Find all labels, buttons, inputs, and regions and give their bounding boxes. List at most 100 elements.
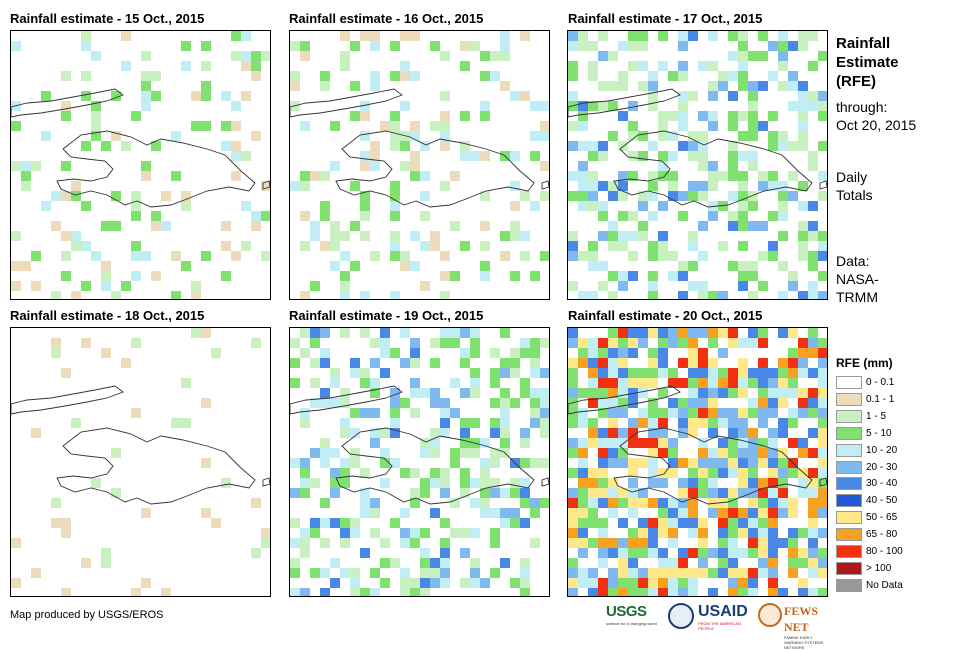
rainfall-cell xyxy=(728,568,738,578)
rainfall-cell xyxy=(628,31,638,41)
rainfall-cell xyxy=(748,261,758,271)
legend-swatch xyxy=(836,443,862,457)
rainfall-cell xyxy=(608,428,618,438)
rainfall-cell xyxy=(430,558,440,568)
rainfall-cell xyxy=(470,151,480,161)
rainfall-cell xyxy=(798,348,808,358)
rainfall-cell xyxy=(540,418,549,428)
rainfall-cell xyxy=(310,171,320,181)
rainfall-cell xyxy=(340,428,350,438)
rainfall-cell xyxy=(480,111,490,121)
rainfall-cell xyxy=(798,588,808,596)
rainfall-cell xyxy=(758,378,768,388)
rainfall-map-17oct xyxy=(567,30,828,300)
rainfall-cell xyxy=(568,378,578,388)
rainfall-cell xyxy=(708,408,718,418)
rainfall-cell xyxy=(350,528,360,538)
rainfall-cell xyxy=(628,131,638,141)
rainfall-cell xyxy=(420,281,430,291)
rainfall-cell xyxy=(818,251,827,261)
rainfall-cell xyxy=(588,388,598,398)
rainfall-cell xyxy=(320,201,330,211)
rainfall-cell xyxy=(588,588,598,596)
rainfall-cell xyxy=(778,418,788,428)
rainfall-cell xyxy=(698,348,708,358)
rainfall-cell xyxy=(520,388,530,398)
rainfall-cell xyxy=(440,291,450,299)
rainfall-cell xyxy=(738,281,748,291)
rainfall-cell xyxy=(608,578,618,588)
legend-label: 40 - 50 xyxy=(866,495,898,507)
rainfall-cell xyxy=(410,348,420,358)
rainfall-cell xyxy=(738,261,748,271)
rainfall-cell xyxy=(101,348,111,358)
rainfall-cell xyxy=(578,538,588,548)
rainfall-cell xyxy=(628,121,638,131)
rainfall-cell xyxy=(568,141,578,151)
rainfall-cell xyxy=(500,418,510,428)
rainfall-cell xyxy=(708,338,718,348)
rainfall-cell xyxy=(568,388,578,398)
rainfall-cell xyxy=(778,538,788,548)
rainfall-cell xyxy=(510,488,520,498)
rainfall-cell xyxy=(320,81,330,91)
rainfall-cell xyxy=(390,191,400,201)
rainfall-cell xyxy=(768,171,778,181)
rainfall-cell xyxy=(638,81,648,91)
rainfall-cell xyxy=(290,81,300,91)
rainfall-cell xyxy=(748,131,758,141)
legend-swatch xyxy=(836,545,862,558)
rainfall-cell xyxy=(688,151,698,161)
rainfall-cell xyxy=(808,448,818,458)
rainfall-cell xyxy=(251,548,261,558)
rainfall-cell xyxy=(360,498,370,508)
rainfall-cell xyxy=(688,348,698,358)
rainfall-cell xyxy=(370,338,380,348)
rainfall-cell xyxy=(320,498,330,508)
rainfall-cell xyxy=(598,498,608,508)
rainfall-cell xyxy=(748,338,758,348)
rainfall-cell xyxy=(350,181,360,191)
rainfall-cell xyxy=(718,568,728,578)
rainfall-cell xyxy=(728,51,738,61)
rainfall-cell xyxy=(141,161,151,171)
rainfall-cell xyxy=(628,328,638,338)
rainfall-cell xyxy=(330,518,340,528)
rainfall-cell xyxy=(608,328,618,338)
rainfall-cell xyxy=(818,508,827,518)
rainfall-cell xyxy=(798,121,808,131)
rainfall-cell xyxy=(191,121,201,131)
rainfall-cell xyxy=(500,328,510,338)
rainfall-cell xyxy=(658,498,668,508)
rainfall-cell xyxy=(141,51,151,61)
usaid-logo: USAID FROM THE AMERICAN PEOPLE xyxy=(698,603,754,631)
rainfall-cell xyxy=(490,71,500,81)
rainfall-cell xyxy=(648,251,658,261)
rainfall-cell xyxy=(490,51,500,61)
rainfall-cell xyxy=(510,348,520,358)
rainfall-cell xyxy=(788,508,798,518)
rainfall-cell xyxy=(320,211,330,221)
rainfall-cell xyxy=(768,558,778,568)
rainfall-cell xyxy=(778,41,788,51)
rainfall-cell xyxy=(231,101,241,111)
hispaniola-outline xyxy=(335,130,535,208)
rainfall-cell xyxy=(748,91,758,101)
rainfall-cell xyxy=(658,588,668,596)
rainfall-cell xyxy=(261,528,270,538)
rainfall-cell xyxy=(648,438,658,448)
rainfall-cell xyxy=(818,448,827,458)
rainfall-cell xyxy=(400,71,410,81)
rainfall-cell xyxy=(618,408,628,418)
rainfall-cell xyxy=(618,368,628,378)
rainfall-cell xyxy=(530,408,540,418)
rainfall-cell xyxy=(688,358,698,368)
rainfall-cell xyxy=(360,408,370,418)
rainfall-cell xyxy=(648,358,658,368)
rainfall-cell xyxy=(520,588,530,596)
rainfall-cell xyxy=(11,121,21,131)
rainfall-cell xyxy=(818,388,827,398)
rainfall-cell xyxy=(798,338,808,348)
rainfall-cell xyxy=(370,141,380,151)
rainfall-cell xyxy=(688,191,698,201)
